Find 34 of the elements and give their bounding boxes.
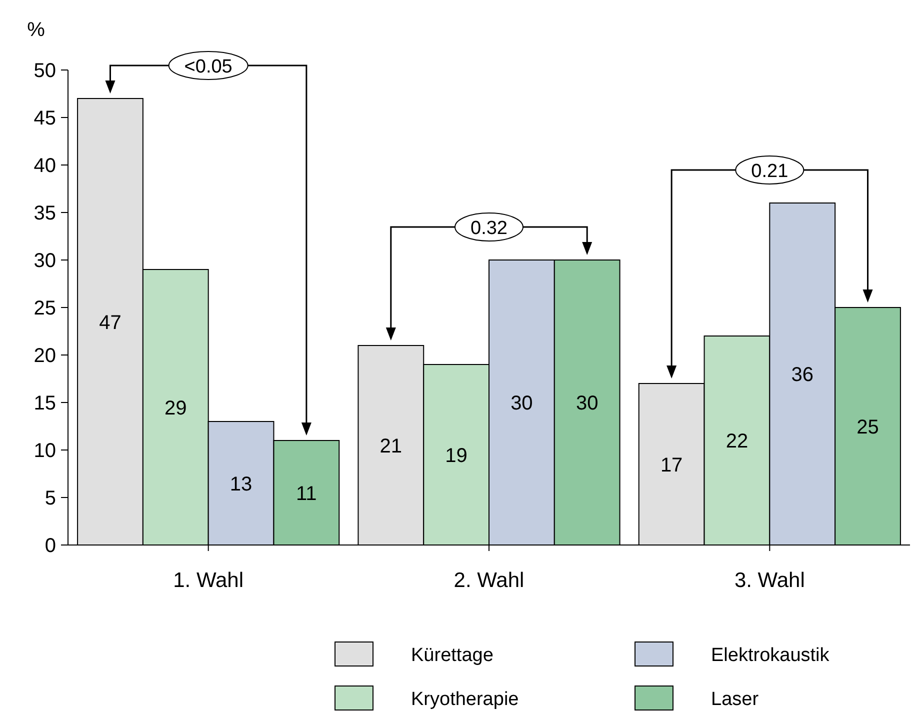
- data-label: 21: [380, 435, 402, 458]
- y-tick-label: 10: [34, 440, 56, 462]
- y-tick-label: 45: [34, 108, 56, 130]
- data-label: 19: [445, 444, 468, 467]
- y-tick-label: 25: [34, 298, 56, 320]
- data-label: 30: [510, 392, 533, 414]
- legend-label: Kürettage: [411, 645, 494, 666]
- data-label: 25: [856, 416, 879, 438]
- x-tick-label: 3. Wahl: [734, 569, 805, 592]
- x-tick-label: 2. Wahl: [454, 569, 524, 592]
- data-label: 11: [296, 482, 317, 505]
- y-tick-label: 30: [34, 250, 56, 272]
- y-tick-label: 20: [34, 345, 56, 367]
- legend-label: Elektrokaustik: [711, 645, 830, 666]
- data-label: 47: [99, 312, 122, 334]
- legend-label: Laser: [711, 689, 760, 710]
- data-label: 17: [660, 454, 683, 476]
- annotation: 0.21: [751, 161, 788, 182]
- y-tick-label: 50: [34, 60, 56, 82]
- annotation: 0.32: [470, 218, 508, 239]
- data-label: 36: [791, 364, 814, 386]
- y-tick-label: 35: [34, 202, 56, 224]
- y-tick-label: 5: [44, 488, 56, 510]
- data-label: 13: [230, 473, 252, 496]
- y-tick-label: 0: [44, 535, 56, 557]
- x-tick-label: 1. Wahl: [173, 569, 244, 592]
- y-tick-label: 40: [34, 155, 56, 177]
- data-label: 30: [576, 392, 598, 414]
- annotation: <0.05: [184, 56, 232, 78]
- data-label: 29: [164, 397, 187, 420]
- data-label: 22: [726, 430, 748, 452]
- y-axis-title: %: [27, 19, 46, 41]
- legend-label: Kryotherapie: [411, 689, 519, 710]
- y-tick-label: 15: [34, 392, 56, 414]
